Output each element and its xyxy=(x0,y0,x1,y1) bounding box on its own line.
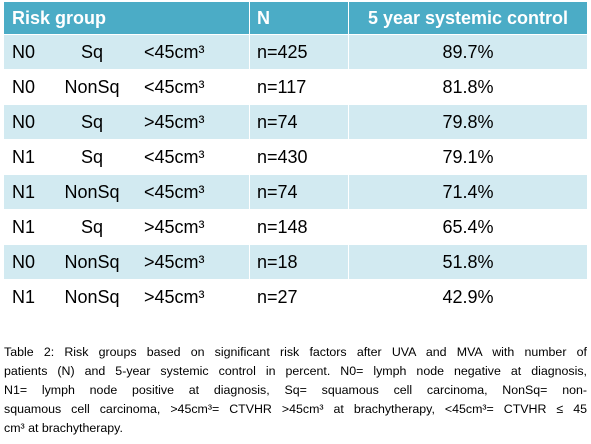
caption: Table 2: Risk groups based on significan… xyxy=(4,343,587,438)
histology: Sq xyxy=(80,146,104,167)
column-separator xyxy=(348,280,349,314)
systemic-control: 71.4% xyxy=(442,181,494,202)
systemic-control: 81.8% xyxy=(442,76,494,97)
table-row: N0 NonSq <45cm³ n=117 81.8% xyxy=(4,70,587,105)
node-status: N0 xyxy=(12,111,36,132)
table-row: N1 NonSq >45cm³ n=27 42.9% xyxy=(4,280,587,315)
patient-count: n=74 xyxy=(257,111,298,132)
histology: NonSq xyxy=(64,251,120,272)
column-separator xyxy=(249,245,250,279)
header-cell: 5 year systemic control xyxy=(367,7,569,28)
patient-count: n=117 xyxy=(257,76,307,97)
column-separator xyxy=(348,35,349,69)
patient-count: n=18 xyxy=(257,251,298,272)
column-separator xyxy=(249,105,250,139)
volume: <45cm³ xyxy=(144,76,205,97)
systemic-control: 89.7% xyxy=(442,41,494,62)
patient-count: n=425 xyxy=(257,41,308,62)
table-row: N0 Sq <45cm³ n=425 89.7% xyxy=(4,35,587,70)
node-status: N0 xyxy=(12,76,36,97)
node-status: N0 xyxy=(12,41,36,62)
histology: Sq xyxy=(80,111,104,132)
column-separator xyxy=(249,280,250,314)
table-row: N0 Sq >45cm³ n=74 79.8% xyxy=(4,105,587,140)
patient-count: n=148 xyxy=(257,216,308,237)
column-separator xyxy=(348,70,349,104)
systemic-control: 65.4% xyxy=(442,216,494,237)
column-separator xyxy=(249,35,250,69)
table-row: N0 NonSq >45cm³ n=18 51.8% xyxy=(4,245,587,280)
caption-line: cm³ at brachytherapy. xyxy=(4,421,123,435)
systemic-control: 79.1% xyxy=(442,146,494,167)
volume: <45cm³ xyxy=(144,41,205,62)
column-separator xyxy=(249,70,250,104)
volume: <45cm³ xyxy=(144,146,205,167)
volume: <45cm³ xyxy=(144,181,205,202)
column-separator xyxy=(348,140,349,174)
caption-line: N1= lymph node positive at diagnosis, Sq… xyxy=(4,383,587,397)
caption-line: Table 2: Risk groups based on significan… xyxy=(4,345,587,359)
patient-count: n=74 xyxy=(257,181,298,202)
table: Risk group N 5 year systemic control N0 Sq <4… xyxy=(4,2,587,315)
table-row: N1 NonSq <45cm³ n=74 71.4% xyxy=(4,175,587,210)
node-status: N1 xyxy=(12,286,36,307)
volume: >45cm³ xyxy=(144,251,205,272)
node-status: N1 xyxy=(12,146,36,167)
column-separator xyxy=(348,2,349,34)
column-separator xyxy=(348,175,349,209)
histology: NonSq xyxy=(64,286,120,307)
volume: >45cm³ xyxy=(144,216,205,237)
systemic-control: 42.9% xyxy=(442,286,494,307)
volume: >45cm³ xyxy=(144,111,205,132)
node-status: N0 xyxy=(12,251,36,272)
patient-count: n=27 xyxy=(257,286,298,307)
histology: NonSq xyxy=(64,76,120,97)
column-separator xyxy=(249,2,250,34)
systemic-control: 79.8% xyxy=(442,111,494,132)
table-row: N1 Sq <45cm³ n=430 79.1% xyxy=(4,140,587,175)
column-separator xyxy=(348,245,349,279)
histology: Sq xyxy=(80,41,104,62)
column-separator xyxy=(249,140,250,174)
caption-line: patients (N) and 5-year systemic control… xyxy=(4,364,587,378)
column-separator xyxy=(348,105,349,139)
patient-count: n=430 xyxy=(257,146,308,167)
node-status: N1 xyxy=(12,181,36,202)
header-cell: N xyxy=(257,7,270,28)
volume: >45cm³ xyxy=(144,286,205,307)
table-row: N1 Sq >45cm³ n=148 65.4% xyxy=(4,210,587,245)
caption-line: squamous cell carcinoma, >45cm³= CTVHR >… xyxy=(4,402,587,416)
node-status: N1 xyxy=(12,216,36,237)
column-separator xyxy=(249,210,250,244)
column-separator xyxy=(249,175,250,209)
systemic-control: 51.8% xyxy=(442,251,494,272)
column-separator xyxy=(348,210,349,244)
header-cell: Risk group xyxy=(12,7,107,28)
histology: NonSq xyxy=(64,181,120,202)
histology: Sq xyxy=(80,216,104,237)
header-row: Risk group N 5 year systemic control xyxy=(4,2,587,35)
